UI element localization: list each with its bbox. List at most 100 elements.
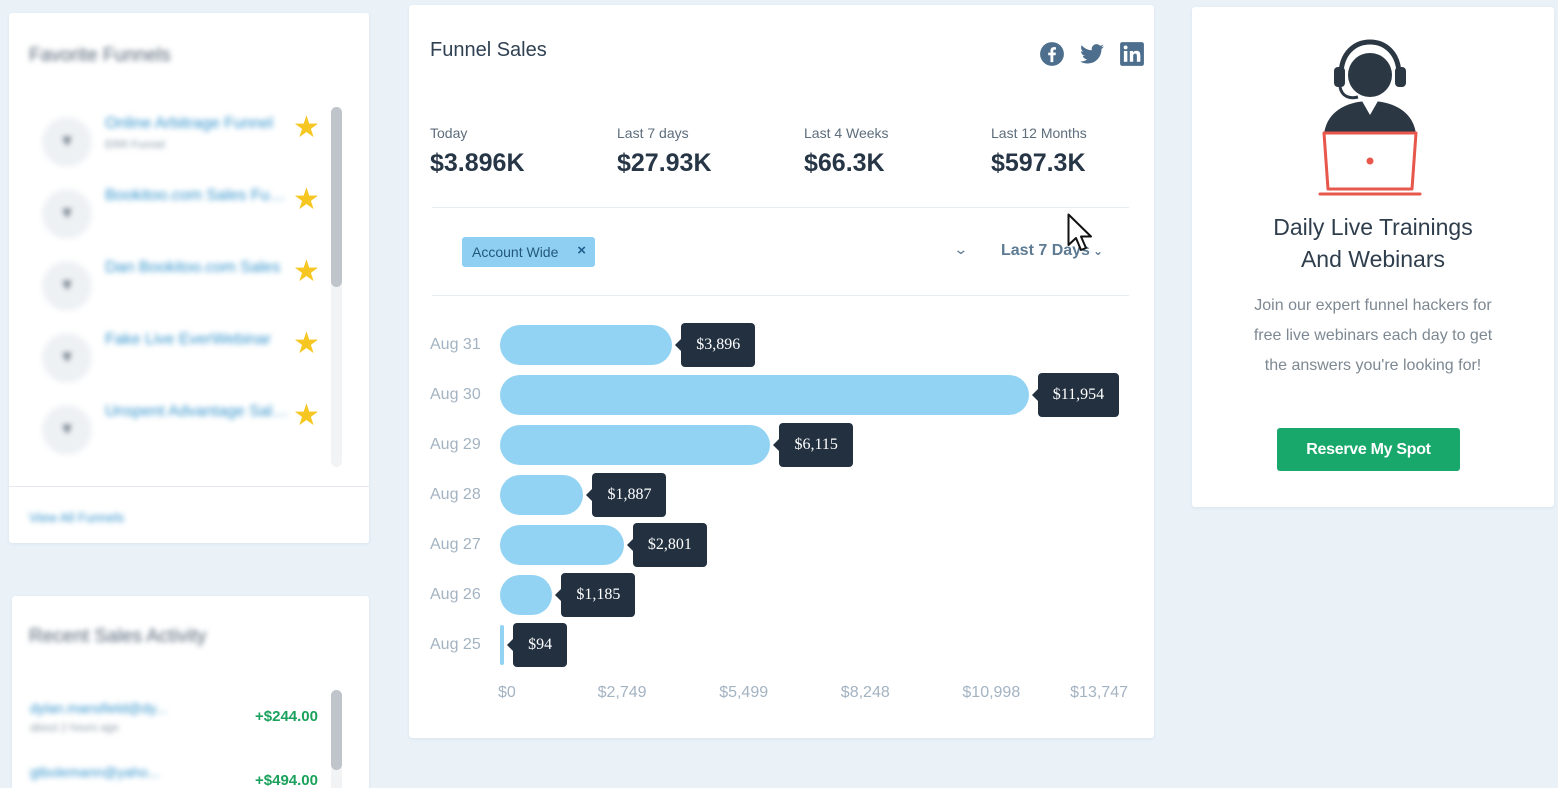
reserve-my-spot-button[interactable]: Reserve My Spot — [1277, 428, 1460, 471]
category-label: Aug 27 — [430, 536, 481, 553]
star-icon[interactable]: ★ — [293, 255, 320, 288]
stat-label: Last 4 Weeks — [804, 125, 889, 141]
star-icon[interactable]: ★ — [293, 327, 320, 360]
stat-last-4-weeks: Last 4 Weeks $66.3K — [804, 125, 889, 178]
recent-sales-card: Recent Sales Activity dylan.mansfield@dy… — [12, 596, 369, 788]
list-item[interactable]: ▼ Unspent Advantage Sales ★ — [9, 389, 339, 461]
webinar-title-line: And Webinars — [1300, 246, 1446, 272]
stat-value: $27.93K — [617, 149, 712, 177]
value-tooltip: $11,954 — [1031, 373, 1120, 417]
bar[interactable] — [500, 325, 673, 365]
sales-scrollbar-thumb[interactable] — [331, 690, 342, 770]
filter-tag-label: Account Wide — [472, 244, 559, 260]
x-tick-label: $2,749 — [597, 684, 647, 701]
list-item[interactable]: ▼ Fake Live EverWebinar ★ — [9, 317, 339, 389]
value-tooltip: $6,115 — [773, 423, 853, 467]
divider — [432, 207, 1129, 208]
category-label: Aug 31 — [430, 336, 481, 353]
sale-email[interactable]: gtbolemann@yaho... — [30, 764, 160, 780]
funnel-icon: ▼ — [42, 405, 92, 455]
stat-today: Today $3.896K — [430, 125, 525, 178]
star-icon[interactable]: ★ — [293, 111, 320, 144]
funnel-name[interactable]: Unspent Advantage Sales — [105, 403, 289, 420]
stat-label: Today — [430, 125, 468, 141]
value-tooltip: $1,887 — [586, 473, 667, 517]
chevron-down-icon[interactable]: ⌄ — [953, 241, 969, 257]
webinar-title-line: Daily Live Trainings — [1273, 214, 1473, 240]
linkedin-icon[interactable] — [1119, 41, 1145, 67]
webinar-promo-card: Daily Live Trainings And Webinars Join o… — [1192, 7, 1554, 507]
favorite-funnels-title: Favorite Funnels — [29, 45, 171, 66]
funnel-sales-card: Funnel Sales Today $3.896K Last 7 days $… — [409, 5, 1154, 738]
star-icon[interactable]: ★ — [293, 183, 320, 216]
view-all-funnels-link[interactable]: View All Funnels — [29, 510, 125, 525]
stat-label: Last 12 Months — [991, 125, 1087, 141]
stat-value: $66.3K — [804, 149, 885, 177]
star-icon[interactable]: ★ — [293, 399, 320, 432]
funnel-subtitle: ERR Funnel — [105, 139, 165, 151]
webinar-title: Daily Live Trainings And Webinars — [1192, 211, 1554, 275]
stat-last-7-days: Last 7 days $27.93K — [617, 125, 712, 178]
sales-scrollbar[interactable] — [331, 690, 342, 788]
favorites-scrollbar[interactable] — [331, 107, 342, 467]
x-tick-label: $5,499 — [719, 684, 769, 701]
bar[interactable] — [500, 425, 771, 465]
funnel-icon: ▼ — [42, 261, 92, 311]
list-item[interactable]: ▼ Dan Bookitoo.com Sales ★ — [9, 245, 339, 317]
facebook-icon[interactable] — [1039, 41, 1065, 67]
value-tooltip: $1,185 — [555, 573, 636, 617]
bar[interactable] — [500, 525, 624, 565]
list-item[interactable]: ▼ Bookitoo.com Sales Funnel ★ — [9, 173, 339, 245]
funnel-name[interactable]: Fake Live EverWebinar — [105, 331, 271, 348]
category-label: Aug 28 — [430, 486, 481, 503]
funnel-icon: ▼ — [42, 117, 92, 167]
account-wide-filter-tag[interactable]: Account Wide × — [462, 237, 595, 267]
funnel-name[interactable]: Bookitoo.com Sales Funnel — [105, 187, 289, 204]
webinar-description: Join our expert funnel hackers for free … — [1253, 297, 1493, 374]
stat-last-12-months: Last 12 Months $597.3K — [991, 125, 1087, 178]
funnel-name[interactable]: Online Arbitrage Funnel — [105, 115, 274, 132]
list-item[interactable]: ▼ Online Arbitrage Funnel ERR Funnel ★ — [9, 101, 339, 173]
category-label: Aug 26 — [430, 586, 481, 603]
funnel-sales-title: Funnel Sales — [430, 39, 547, 61]
favorite-funnels-list: ▼ Online Arbitrage Funnel ERR Funnel ★ ▼ Book… — [9, 101, 339, 461]
sale-row[interactable]: dylan.mansfield@dy... about 2 hours ago … — [12, 700, 342, 760]
sale-email[interactable]: dylan.mansfield@dy... — [30, 700, 167, 716]
bar[interactable] — [500, 575, 553, 615]
bar[interactable] — [500, 625, 505, 665]
x-tick-label: $13,747 — [1070, 684, 1128, 701]
value-tooltip: $2,801 — [626, 523, 707, 567]
category-label: Aug 30 — [430, 386, 481, 403]
mouse-cursor-icon — [1067, 213, 1092, 251]
sale-row[interactable]: gtbolemann@yaho... +$494.00 — [12, 764, 342, 788]
sale-time: about 2 hours ago — [30, 722, 119, 734]
divider — [9, 486, 369, 487]
funnel-name[interactable]: Dan Bookitoo.com Sales — [105, 259, 281, 276]
value-tooltip: $3,896 — [675, 323, 756, 367]
stat-value: $3.896K — [430, 149, 525, 177]
recent-sales-title: Recent Sales Activity — [29, 626, 207, 647]
stat-label: Last 7 days — [617, 125, 689, 141]
bar[interactable] — [500, 375, 1029, 415]
favorite-funnels-card: Favorite Funnels ▼ Online Arbitrage Funne… — [9, 13, 369, 543]
sale-amount: +$244.00 — [255, 708, 318, 725]
sale-amount: +$494.00 — [255, 772, 318, 788]
x-tick-label: $8,248 — [840, 684, 890, 701]
divider — [432, 295, 1129, 296]
favorites-scrollbar-thumb[interactable] — [331, 107, 342, 287]
funnel-icon: ▼ — [42, 189, 92, 239]
x-tick-label: $10,998 — [962, 684, 1021, 701]
support-agent-icon — [1318, 39, 1422, 196]
twitter-icon[interactable] — [1079, 41, 1105, 67]
value-tooltip: $94 — [507, 623, 568, 667]
date-range-select[interactable]: Last 7 Days ⌄ — [1001, 242, 1103, 260]
bar[interactable] — [500, 475, 584, 515]
date-range-label: Last 7 Days — [1001, 242, 1090, 259]
x-tick-label: $0 — [498, 684, 516, 701]
category-label: Aug 25 — [430, 636, 481, 653]
close-icon[interactable]: × — [577, 242, 586, 259]
chevron-down-icon: ⌄ — [1092, 244, 1103, 258]
stat-value: $597.3K — [991, 149, 1086, 177]
funnel-icon: ▼ — [42, 333, 92, 383]
category-label: Aug 29 — [430, 436, 481, 453]
